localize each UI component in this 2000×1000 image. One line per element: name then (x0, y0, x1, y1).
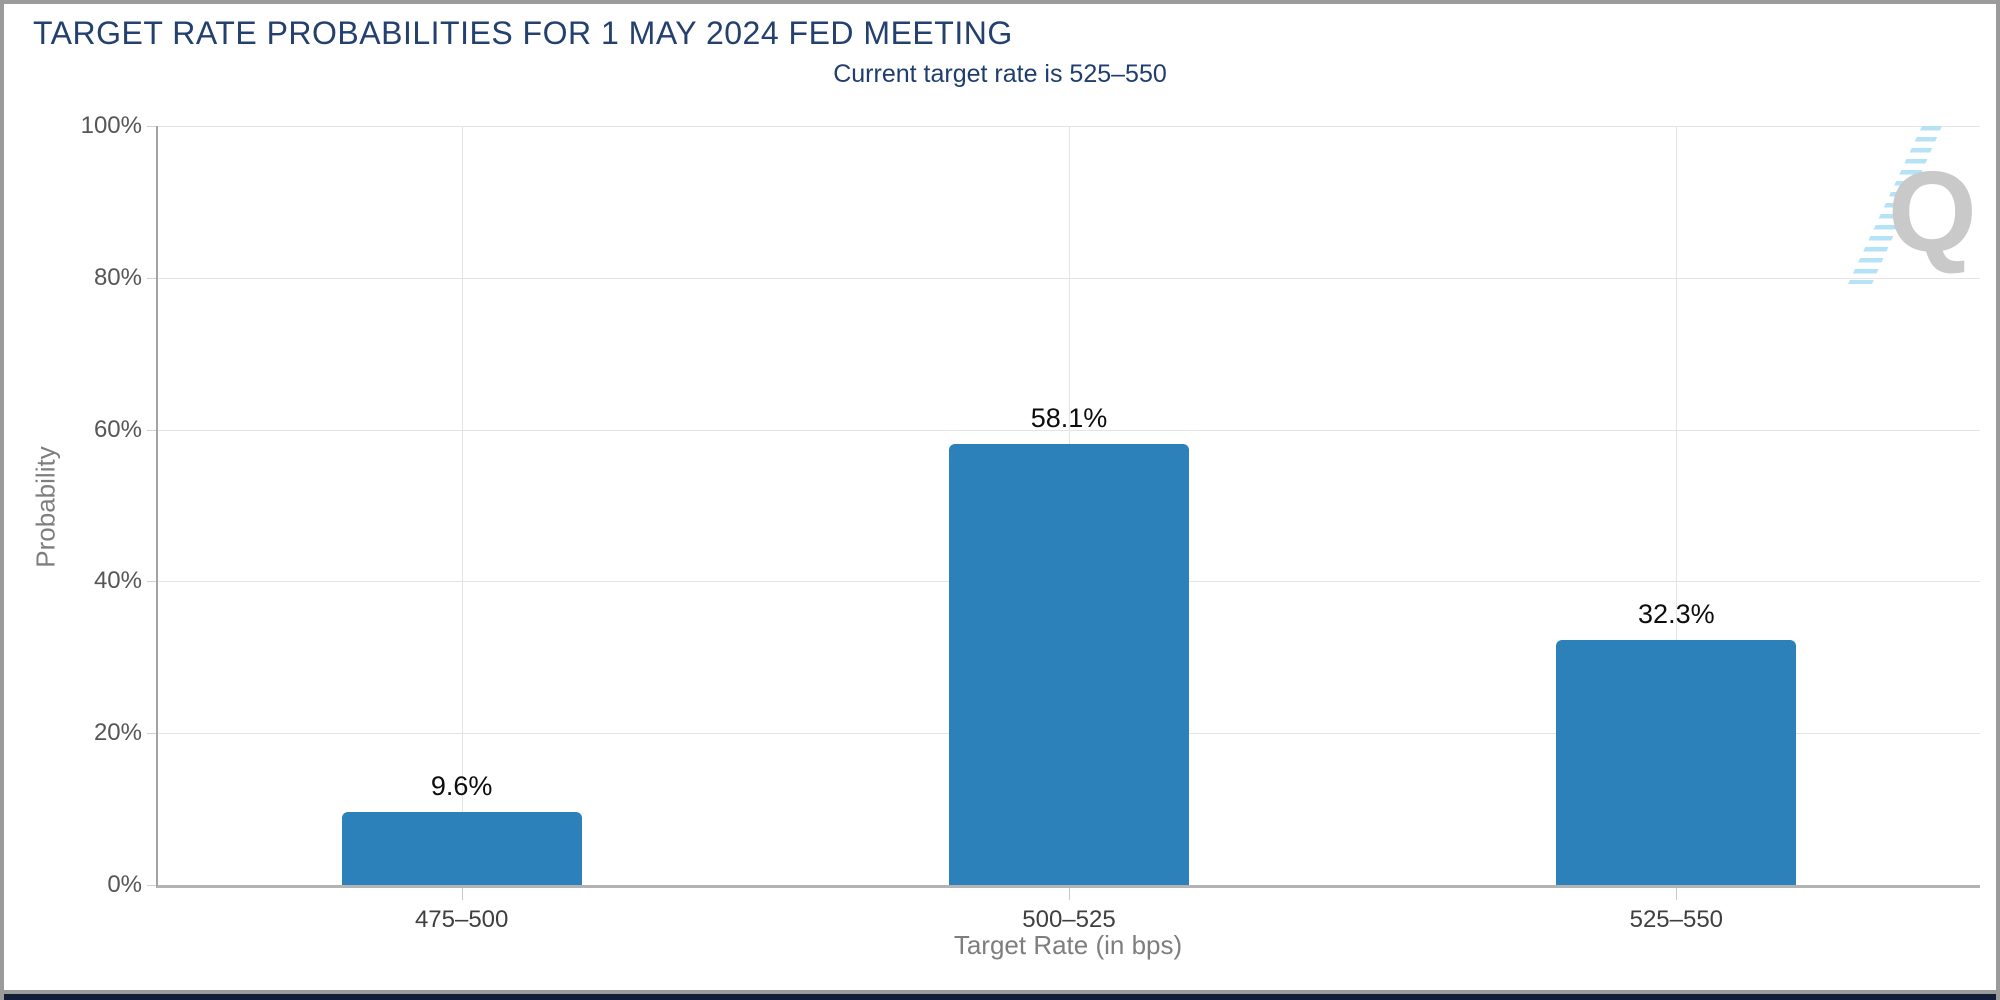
y-tick-label: 60% (93, 415, 142, 443)
bar-slot: 32.3% 525–550 (1373, 126, 1980, 933)
x-axis-tick (1676, 888, 1678, 900)
chart-title: TARGET RATE PROBABILITIES FOR 1 MAY 2024… (33, 15, 1013, 51)
y-tick-label: 0% (107, 871, 142, 898)
x-axis-title: Target Rate (in bps) (953, 930, 1183, 960)
y-axis-tick (147, 733, 156, 735)
gridline-vertical (461, 126, 463, 885)
y-axis-tick (147, 581, 156, 583)
y-axis-tick (147, 885, 156, 886)
chart-subtitle: Current target rate is 525–550 (833, 60, 1167, 88)
footer-bar (4, 994, 1996, 1000)
bar-value-label: 32.3% (1638, 598, 1715, 629)
y-tick-label: 100% (80, 112, 142, 139)
plot-area: 0% 20% 40% 60% 80% 100% 9.6% 475–500 58.1% 500–52… (81, 112, 1980, 933)
y-axis-tick (147, 277, 156, 279)
category-label: 500–525 (1022, 906, 1116, 933)
y-axis-tick (147, 126, 156, 127)
bar-value-label: 9.6% (430, 771, 493, 802)
x-axis-tick (461, 888, 463, 900)
bar-value-label: 58.1% (1030, 403, 1108, 434)
category-label: 525–550 (1629, 906, 1724, 933)
bar-slot: 9.6% 475–500 (158, 126, 765, 933)
brand-watermark: Q (1842, 120, 1977, 292)
bar-475–500[interactable] (341, 812, 582, 885)
gridline-vertical (1676, 126, 1678, 885)
bar-500–525[interactable] (948, 444, 1189, 885)
watermark-q-letter: Q (1888, 149, 1977, 276)
bar-slot: 58.1% 500–525 (765, 126, 1372, 933)
category-label: 475–500 (414, 906, 509, 933)
y-tick-label: 80% (93, 263, 142, 291)
y-axis-title: Probability (30, 446, 61, 568)
y-tick-label: 40% (93, 567, 142, 595)
y-tick-label: 20% (93, 719, 142, 747)
bottom-border (4, 990, 1996, 994)
x-axis-tick (1068, 888, 1070, 900)
bar-525–550[interactable] (1556, 639, 1797, 885)
y-axis-tick (147, 429, 156, 431)
